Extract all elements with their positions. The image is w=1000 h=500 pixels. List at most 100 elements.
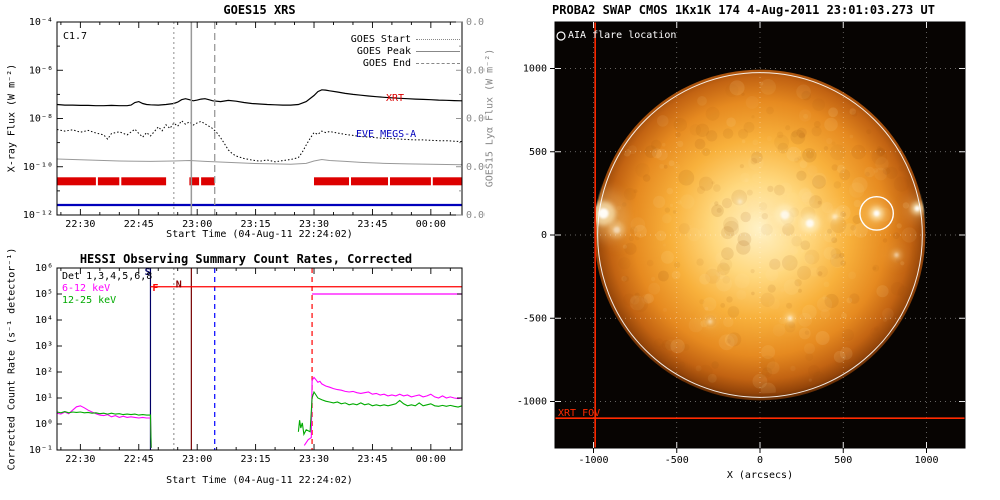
granule <box>882 308 894 320</box>
granule <box>805 353 814 361</box>
dotted-line-sample <box>416 38 460 40</box>
granule <box>630 295 640 305</box>
granule <box>719 258 733 271</box>
granule <box>872 266 877 270</box>
granule <box>687 227 701 242</box>
granule <box>806 150 814 159</box>
granule <box>882 167 891 175</box>
granule <box>826 137 833 145</box>
y-tick-label-right: 0.009 <box>466 65 485 76</box>
granule <box>721 198 733 209</box>
granule <box>699 299 705 305</box>
xrt-observation-bar <box>189 177 200 186</box>
granule <box>618 257 631 270</box>
granule <box>851 110 858 117</box>
granule <box>665 339 677 351</box>
granule <box>876 285 889 298</box>
granule <box>812 172 827 187</box>
granule <box>745 95 759 109</box>
granule <box>804 330 810 335</box>
granule <box>721 247 734 260</box>
granule <box>630 217 646 232</box>
swap-xlabel: X (arcsecs) <box>726 470 794 481</box>
granule <box>774 184 785 196</box>
xrt-fov-label: XRT FOV <box>558 408 601 419</box>
granule <box>723 216 739 233</box>
granule <box>790 365 796 372</box>
sun-granulation <box>604 79 917 394</box>
granule <box>658 343 672 358</box>
x-tick-label: 23:15 <box>241 219 271 230</box>
hessi-xlabel: Start Time (04-Aug-11 22:24:02) <box>166 475 353 486</box>
granule <box>892 232 900 240</box>
granule <box>694 138 706 150</box>
active-region-core <box>737 199 743 204</box>
granule <box>751 115 755 119</box>
xrt-observation-bar <box>351 177 388 186</box>
granule <box>803 113 809 119</box>
x-tick-label: -500 <box>665 455 689 466</box>
x-tick-label: 00:00 <box>416 454 446 465</box>
aia-flare-location-legend: AIA flare location <box>568 30 677 41</box>
x-tick-label: 00:00 <box>416 219 446 230</box>
granule <box>866 129 872 135</box>
active-region-core <box>613 226 621 234</box>
granule <box>721 226 735 240</box>
granule <box>672 210 677 214</box>
granule <box>746 189 753 196</box>
granule <box>740 211 751 223</box>
granule <box>709 201 723 215</box>
granule <box>798 109 812 122</box>
granule <box>688 317 704 333</box>
granule <box>666 187 674 195</box>
granule <box>671 270 681 280</box>
granule <box>697 228 708 238</box>
granule <box>724 333 738 347</box>
granule <box>897 286 909 298</box>
granule <box>782 255 798 271</box>
granule <box>786 146 802 162</box>
granule <box>849 293 860 304</box>
granule <box>799 160 808 169</box>
hessi-band-12-25-label: 12-25 keV <box>62 295 117 306</box>
granule <box>790 129 806 145</box>
y-tick-label: 0 <box>541 230 547 241</box>
granule <box>706 234 713 240</box>
granule <box>827 228 832 234</box>
granule <box>893 176 909 192</box>
granule <box>655 230 667 241</box>
y-tick-label: 10¹ <box>35 393 53 404</box>
granule <box>843 223 857 237</box>
y-tick-label: 10⁰ <box>35 419 53 430</box>
granule <box>865 171 870 177</box>
granule <box>623 275 629 282</box>
y-tick-label: 1000 <box>523 64 547 75</box>
x-tick-label: 23:45 <box>357 454 387 465</box>
granule <box>760 381 769 390</box>
swap-solar-image-panel: -1000 -500 0 500 1000 1000 500 0 -500 -1000 PROBA… <box>487 0 1000 500</box>
granule <box>711 361 719 369</box>
xrt-observation-bar <box>432 177 462 186</box>
granule <box>675 131 681 138</box>
granule <box>852 215 862 224</box>
granule <box>653 195 666 208</box>
granule <box>695 365 702 372</box>
granule <box>736 289 747 300</box>
goes-ylabel: X-ray Flux (W m⁻²) <box>6 63 18 173</box>
granule <box>804 343 815 355</box>
granule <box>720 303 726 308</box>
granule <box>750 269 755 274</box>
granule <box>813 371 825 383</box>
granule <box>830 253 844 268</box>
granule <box>629 295 645 311</box>
granule <box>702 148 711 157</box>
granule <box>634 292 640 298</box>
granule <box>723 316 734 328</box>
granule <box>641 293 652 305</box>
granule <box>761 345 776 360</box>
granule <box>839 347 853 360</box>
granule <box>716 207 722 213</box>
y-tick-label-left: 10⁻¹² <box>23 210 53 221</box>
goes-legend: GOES Start GOES Peak GOES End <box>330 33 460 69</box>
y-tick-label-left: 10⁻⁶ <box>29 65 53 76</box>
